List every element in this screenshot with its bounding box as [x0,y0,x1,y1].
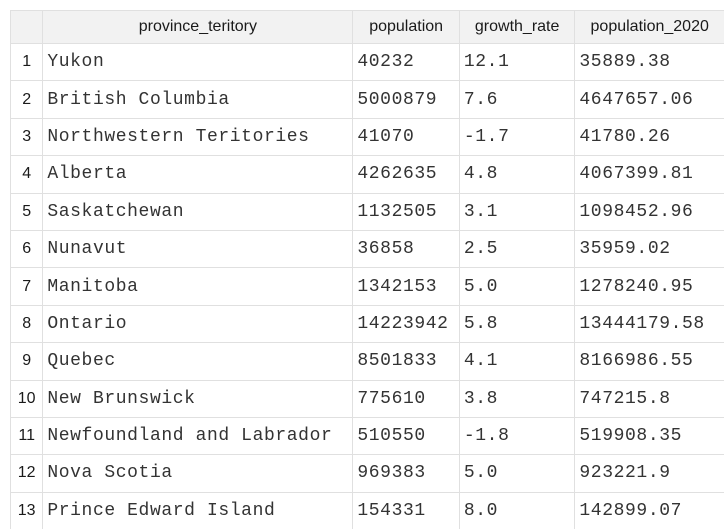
row-index: 13 [9,491,44,529]
row-index: 7 [9,267,44,306]
cell-population[interactable]: 510550 [352,416,460,456]
cell-population[interactable]: 1342153 [352,267,460,306]
table-row[interactable]: 4 Alberta 4262635 4.8 4067399.81 [9,155,724,194]
table-row[interactable]: 1 Yukon 40232 12.1 35889.38 [9,42,724,82]
cell-population-2020[interactable]: 4647657.06 [574,80,724,119]
cell-growth-rate[interactable]: 3.1 [458,192,576,231]
cell-province-teritory[interactable]: Northwestern Teritories [42,117,354,157]
cell-province-teritory[interactable]: Ontario [42,304,354,344]
cell-population[interactable]: 1132505 [352,192,460,231]
table-row[interactable]: 2 British Columbia 5000879 7.6 4647657.06 [9,80,724,119]
row-index: 9 [9,342,44,381]
column-header-province-teritory[interactable]: province_teritory [42,10,354,44]
cell-province-teritory[interactable]: British Columbia [42,80,354,119]
row-index: 2 [9,80,44,119]
table-row[interactable]: 3 Northwestern Teritories 41070 -1.7 41780.2… [9,117,724,157]
cell-growth-rate[interactable]: 12.1 [458,42,576,82]
cell-population-2020[interactable]: 41780.26 [574,117,724,157]
cell-population-2020[interactable]: 13444179.58 [574,304,724,344]
table-row[interactable]: 10 New Brunswick 775610 3.8 747215.8 [9,379,724,418]
cell-province-teritory[interactable]: Prince Edward Island [42,491,354,529]
cell-growth-rate[interactable]: 5.0 [458,267,576,306]
cell-growth-rate[interactable]: -1.7 [458,117,576,157]
cell-growth-rate[interactable]: 5.8 [458,304,576,344]
cell-province-teritory[interactable]: Saskatchewan [42,192,354,231]
cell-population[interactable]: 154331 [352,491,460,529]
table-row[interactable]: 8 Ontario 14223942 5.8 13444179.58 [9,304,724,344]
table-row[interactable]: 13 Prince Edward Island 154331 8.0 142899.07 [9,491,724,529]
cell-population[interactable]: 41070 [352,117,460,157]
cell-growth-rate[interactable]: -1.8 [458,416,576,456]
cell-province-teritory[interactable]: Nunavut [42,229,354,269]
table-row[interactable]: 7 Manitoba 1342153 5.0 1278240.95 [9,267,724,306]
row-index: 1 [9,42,44,82]
table-row[interactable]: 12 Nova Scotia 969383 5.0 923221.9 [9,454,724,493]
cell-province-teritory[interactable]: Manitoba [42,267,354,306]
row-index: 12 [9,454,44,493]
cell-population-2020[interactable]: 747215.8 [574,379,724,418]
cell-province-teritory[interactable]: Yukon [42,42,354,82]
cell-population-2020[interactable]: 35959.02 [574,229,724,269]
cell-growth-rate[interactable]: 7.6 [458,80,576,119]
cell-growth-rate[interactable]: 4.1 [458,342,576,381]
column-header-population[interactable]: population [352,10,460,44]
cell-population-2020[interactable]: 1278240.95 [574,267,724,306]
row-index: 11 [9,416,44,456]
cell-population[interactable]: 14223942 [352,304,460,344]
cell-population-2020[interactable]: 8166986.55 [574,342,724,381]
data-table: province_teritory population growth_rate… [9,10,724,529]
table-row[interactable]: 11 Newfoundland and Labrador 510550 -1.8 519… [9,416,724,456]
cell-growth-rate[interactable]: 4.8 [458,155,576,194]
cell-province-teritory[interactable]: Alberta [42,155,354,194]
row-index: 8 [9,304,44,344]
row-index: 5 [9,192,44,231]
cell-growth-rate[interactable]: 5.0 [458,454,576,493]
column-header-growth-rate[interactable]: growth_rate [458,10,576,44]
column-header-population-2020[interactable]: population_2020 [574,10,724,44]
cell-population[interactable]: 8501833 [352,342,460,381]
row-index: 4 [9,155,44,194]
table-row[interactable]: 5 Saskatchewan 1132505 3.1 1098452.96 [9,192,724,231]
cell-population-2020[interactable]: 35889.38 [574,42,724,82]
cell-growth-rate[interactable]: 3.8 [458,379,576,418]
cell-population[interactable]: 5000879 [352,80,460,119]
cell-population[interactable]: 969383 [352,454,460,493]
cell-province-teritory[interactable]: New Brunswick [42,379,354,418]
cell-growth-rate[interactable]: 2.5 [458,229,576,269]
table-row[interactable]: 9 Quebec 8501833 4.1 8166986.55 [9,342,724,381]
cell-population-2020[interactable]: 4067399.81 [574,155,724,194]
cell-population-2020[interactable]: 1098452.96 [574,192,724,231]
row-index: 3 [9,117,44,157]
cell-province-teritory[interactable]: Nova Scotia [42,454,354,493]
header-row: province_teritory population growth_rate… [9,10,724,44]
cell-population[interactable]: 40232 [352,42,460,82]
cell-population-2020[interactable]: 519908.35 [574,416,724,456]
cell-province-teritory[interactable]: Newfoundland and Labrador [42,416,354,456]
row-index: 10 [9,379,44,418]
cell-population-2020[interactable]: 142899.07 [574,491,724,529]
cell-growth-rate[interactable]: 8.0 [458,491,576,529]
row-index: 6 [9,229,44,269]
table-row[interactable]: 6 Nunavut 36858 2.5 35959.02 [9,229,724,269]
cell-province-teritory[interactable]: Quebec [42,342,354,381]
row-index-header [9,10,44,44]
cell-population-2020[interactable]: 923221.9 [574,454,724,493]
table-body: 1 Yukon 40232 12.1 35889.38 2 British Columbia… [9,42,724,529]
cell-population[interactable]: 4262635 [352,155,460,194]
cell-population[interactable]: 36858 [352,229,460,269]
cell-population[interactable]: 775610 [352,379,460,418]
